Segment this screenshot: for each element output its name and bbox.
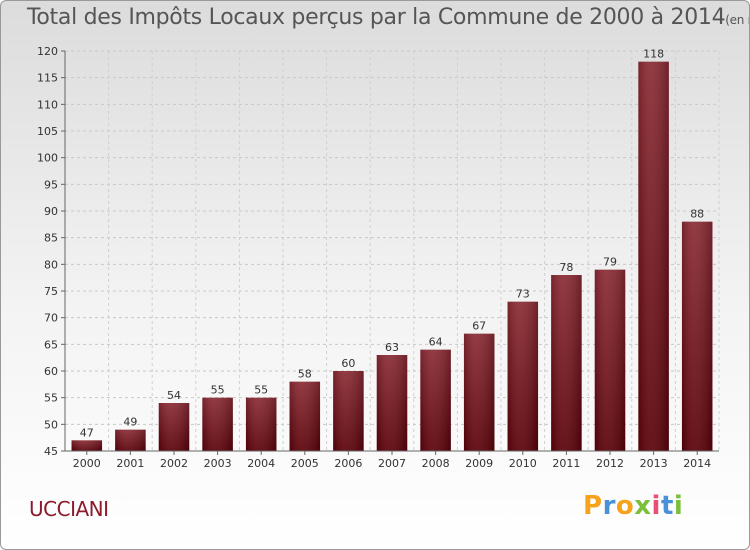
y-tick-label: 110	[37, 98, 58, 111]
y-tick-label: 50	[44, 418, 58, 431]
value-label: 118	[643, 48, 664, 61]
bar-shade	[420, 349, 451, 451]
y-tick-label: 100	[37, 152, 58, 165]
value-label: 79	[603, 256, 617, 269]
bar-shade	[594, 269, 626, 451]
y-tick-label: 80	[44, 258, 58, 271]
y-tick-label: 45	[44, 445, 58, 458]
logo-letter: i	[651, 491, 661, 521]
x-tick-label: 2010	[509, 457, 537, 470]
bar-shade	[463, 333, 495, 451]
y-tick-label: 120	[37, 45, 58, 58]
bar-shade	[376, 355, 408, 451]
y-tick-label: 65	[44, 338, 58, 351]
x-tick-label: 2001	[116, 457, 144, 470]
value-label: 54	[167, 389, 181, 402]
value-label: 55	[254, 384, 268, 397]
value-label: 67	[472, 320, 486, 333]
y-tick-label: 85	[44, 232, 58, 245]
x-tick-label: 2002	[160, 457, 188, 470]
x-tick-label: 2004	[247, 457, 275, 470]
bar-shade	[638, 61, 669, 452]
x-tick-label: 2009	[465, 457, 493, 470]
logo-letter: i	[673, 491, 684, 521]
bars-group	[71, 61, 713, 452]
value-label: 60	[341, 357, 355, 370]
title-text: Total des Impôts Locaux perçus par la Co…	[27, 5, 726, 30]
bar-shade	[681, 221, 713, 451]
bar-shade	[71, 440, 103, 451]
x-tick-label: 2008	[422, 457, 450, 470]
bar-shade	[333, 371, 364, 451]
value-label: 47	[80, 426, 94, 439]
bar-shade	[245, 397, 277, 451]
x-tick-label: 2013	[640, 457, 668, 470]
axes-group	[61, 50, 719, 455]
bar-shade	[115, 429, 146, 451]
y-tick-label: 55	[44, 392, 58, 405]
bar-shade	[289, 381, 321, 451]
value-label: 73	[516, 288, 530, 301]
y-tick-label: 90	[44, 205, 58, 218]
logo-letter: P	[583, 491, 603, 521]
x-tick-label: 2003	[204, 457, 232, 470]
y-tick-label: 105	[37, 125, 58, 138]
value-label: 78	[559, 261, 573, 274]
title-unit: (en milliers d'€)	[725, 13, 749, 27]
value-label: 55	[211, 384, 225, 397]
bar-shade	[158, 403, 190, 451]
x-tick-label: 2005	[291, 457, 319, 470]
labels-group: 45 50 55 60 65 70 75 80 85 90 95 100 105 110 115 120 47 2…	[37, 45, 711, 470]
value-label: 64	[429, 336, 443, 349]
value-label: 58	[298, 368, 312, 381]
y-tick-label: 70	[44, 312, 58, 325]
value-label: 88	[690, 208, 704, 221]
proxiti-logo: Proxiti	[583, 491, 683, 521]
x-tick-label: 2014	[683, 457, 711, 470]
logo-letter: x	[634, 491, 652, 521]
y-tick-label: 75	[44, 285, 58, 298]
x-tick-label: 2007	[378, 457, 406, 470]
logo-letter: o	[615, 491, 635, 521]
x-tick-label: 2012	[596, 457, 624, 470]
chart-title: Total des Impôts Locaux perçus par la Co…	[27, 5, 749, 30]
y-tick-label: 95	[44, 178, 58, 191]
bar-shade	[551, 275, 582, 451]
commune-name: UCCIANI	[29, 497, 109, 521]
bar-shade	[507, 301, 539, 451]
logo-letter: t	[660, 491, 674, 521]
x-tick-label: 2006	[334, 457, 362, 470]
value-label: 49	[123, 416, 137, 429]
y-tick-label: 60	[44, 365, 58, 378]
y-tick-label: 115	[37, 72, 58, 85]
x-tick-label: 2011	[552, 457, 580, 470]
bar-shade	[202, 397, 233, 451]
logo-letter: r	[602, 491, 616, 521]
x-tick-label: 2000	[73, 457, 101, 470]
value-label: 63	[385, 341, 399, 354]
